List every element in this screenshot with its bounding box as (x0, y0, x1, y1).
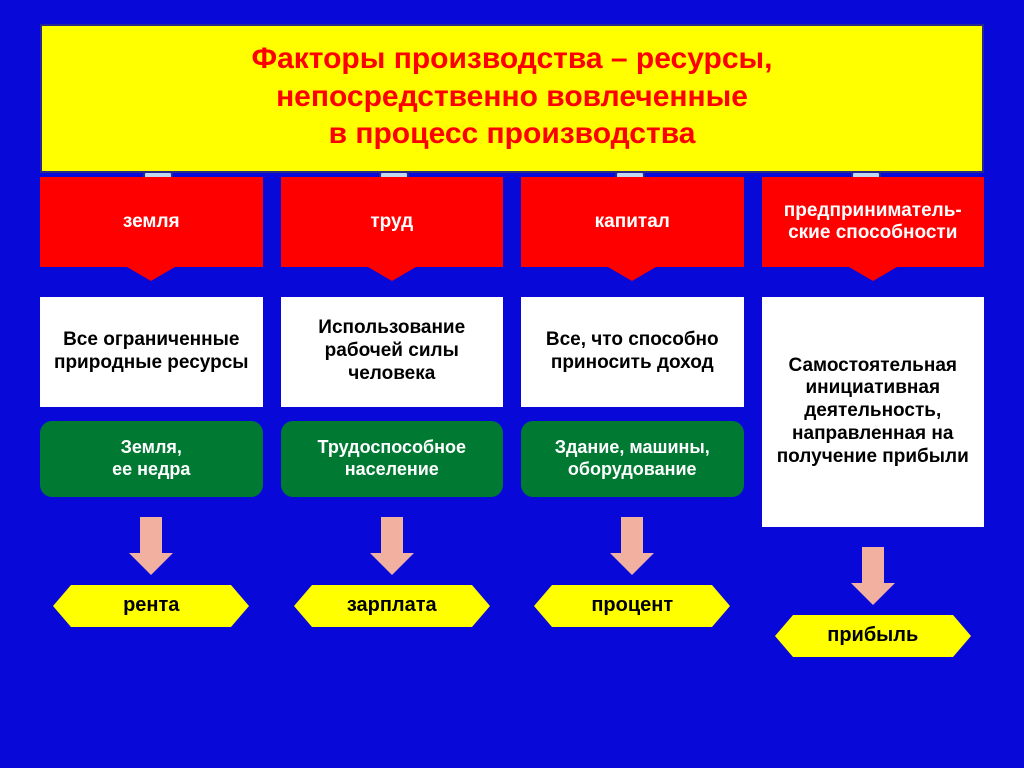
header-line-3: в процесс производства (62, 115, 962, 153)
diagram-canvas: Факторы производства – ресурсы, непосред… (0, 0, 1024, 768)
factor-income-capital: процент (552, 585, 712, 627)
arrow-down-icon (370, 517, 414, 575)
factor-example-labor: Трудоспособное население (281, 421, 504, 497)
factor-desc-entrepreneur: Самостоятельная инициативная деятельност… (762, 297, 985, 527)
factor-desc-capital: Все, что способно приносить доход (521, 297, 744, 407)
factor-income-entrepreneur: прибыль (793, 615, 953, 657)
header-line-1: Факторы производства – ресурсы, (62, 40, 962, 78)
arrow-down-icon (610, 517, 654, 575)
factor-desc-labor: Использование рабочей силы человека (281, 297, 504, 407)
header-line-2: непосредственно вовлеченные (62, 78, 962, 116)
factor-column-entrepreneur: предприниматель-ские способности Самосто… (762, 177, 985, 657)
factor-example-capital: Здание, машины, оборудование (521, 421, 744, 497)
factor-title-land: земля (40, 177, 263, 267)
header-box: Факторы производства – ресурсы, непосред… (40, 24, 984, 173)
factor-title-entrepreneur: предприниматель-ские способности (762, 177, 985, 267)
factor-title-capital: капитал (521, 177, 744, 267)
arrow-down-icon (851, 547, 895, 605)
factor-title-labor: труд (281, 177, 504, 267)
factor-column-capital: капитал Все, что способно приносить дохо… (521, 177, 744, 657)
columns-container: земля Все ограниченные природные ресурсы… (40, 177, 984, 657)
factor-income-land: рента (71, 585, 231, 627)
factor-column-land: земля Все ограниченные природные ресурсы… (40, 177, 263, 657)
factor-example-land: Земля,ее недра (40, 421, 263, 497)
factor-desc-land: Все ограниченные природные ресурсы (40, 297, 263, 407)
factor-income-labor: зарплата (312, 585, 472, 627)
factor-column-labor: труд Использование рабочей силы человека… (281, 177, 504, 657)
arrow-down-icon (129, 517, 173, 575)
